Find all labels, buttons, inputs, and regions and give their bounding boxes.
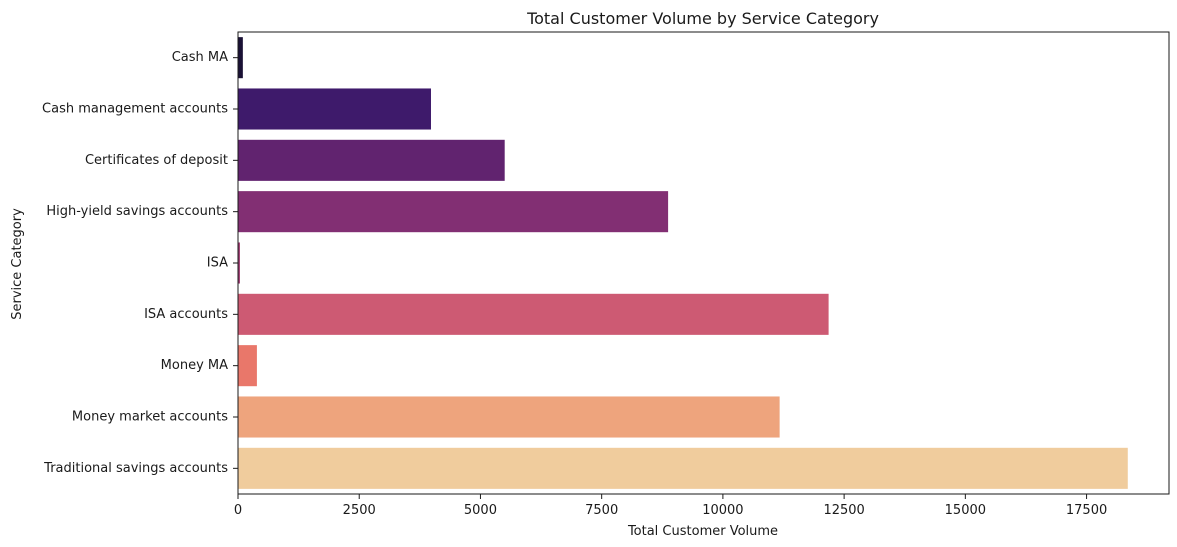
x-tick-label: 0	[234, 503, 242, 518]
bars-layer	[238, 37, 1128, 489]
bar-money-ma	[238, 345, 257, 387]
bar-cash-management-accounts	[238, 88, 431, 130]
y-tick-label: ISA accounts	[144, 307, 228, 322]
x-tick-label: 15000	[945, 503, 986, 518]
bar-isa-accounts	[238, 293, 829, 335]
x-tick-label: 7500	[585, 503, 618, 518]
y-tick-label: High-yield savings accounts	[46, 204, 228, 219]
y-axis-label: Service Category	[10, 208, 25, 320]
y-tick-label: Certificates of deposit	[85, 153, 228, 168]
bar-cash-ma	[238, 37, 243, 79]
x-tick-label: 12500	[823, 503, 864, 518]
bar-certificates-of-deposit	[238, 139, 505, 181]
x-tick-label: 5000	[464, 503, 497, 518]
bar-isa	[238, 242, 240, 284]
chart-title: Total Customer Volume by Service Categor…	[526, 9, 879, 28]
bar-traditional-savings-accounts	[238, 447, 1128, 489]
y-tick-label: ISA	[207, 256, 228, 271]
y-tick-label: Traditional savings accounts	[43, 461, 228, 476]
y-tick-label: Cash management accounts	[42, 102, 228, 117]
bar-high-yield-savings-accounts	[238, 191, 669, 233]
x-axis: 0 2500 5000 7500 10000 12500 15000 17500	[234, 494, 1107, 518]
x-tick-label: 2500	[343, 503, 376, 518]
y-tick-label: Cash MA	[172, 50, 228, 65]
y-axis: Cash MA Cash management accounts Certifica…	[42, 50, 238, 476]
bar-money-market-accounts	[238, 396, 780, 438]
y-tick-label: Money market accounts	[72, 410, 228, 425]
x-tick-label: 17500	[1066, 503, 1107, 518]
y-tick-label: Money MA	[161, 358, 228, 373]
x-axis-label: Total Customer Volume	[627, 524, 778, 539]
x-tick-label: 10000	[702, 503, 743, 518]
